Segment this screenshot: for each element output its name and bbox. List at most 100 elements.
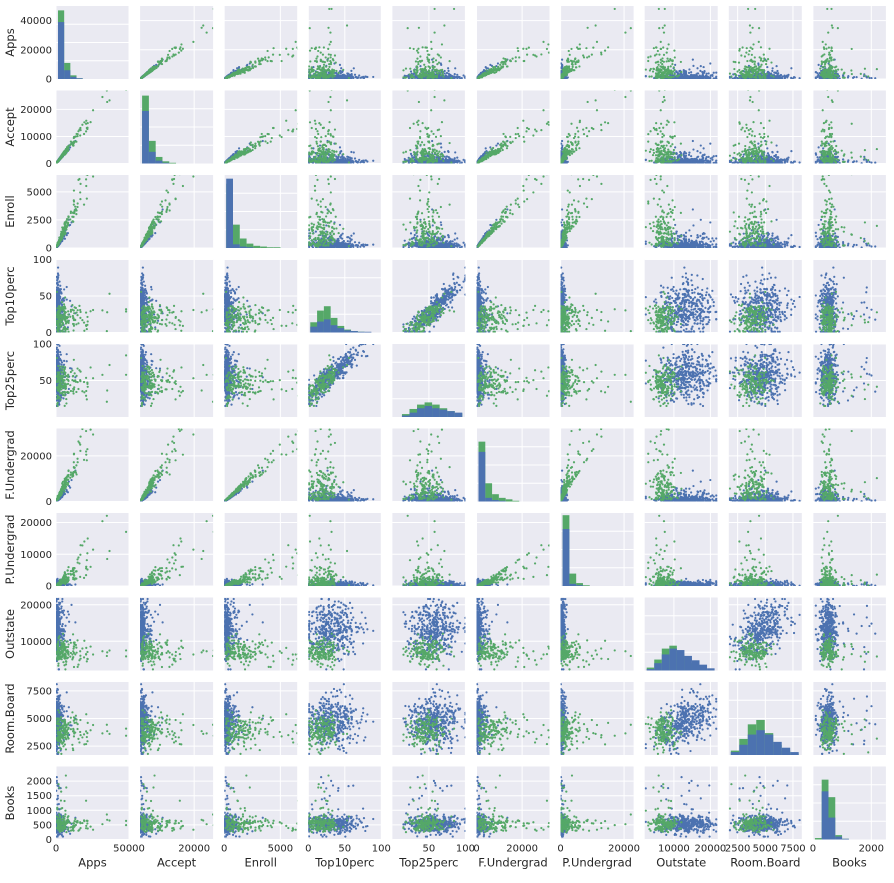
scatter-point bbox=[295, 41, 297, 43]
scatter-point bbox=[168, 50, 170, 52]
scatter-point bbox=[266, 50, 268, 52]
scatter-point bbox=[666, 48, 668, 50]
scatter-point bbox=[427, 58, 429, 60]
scatter-point bbox=[426, 74, 428, 76]
scatter-point bbox=[402, 69, 404, 71]
scatter-point bbox=[504, 58, 506, 60]
scatter-point bbox=[353, 67, 355, 69]
y-tick-label: 0 bbox=[46, 75, 52, 86]
panel-apps-vs-outstate bbox=[645, 6, 718, 80]
scatter-point bbox=[645, 75, 647, 77]
scatter-point bbox=[500, 66, 502, 68]
scatter-point bbox=[248, 66, 250, 68]
scatter-point bbox=[664, 24, 666, 26]
scatter-point bbox=[574, 63, 576, 65]
scatter-point bbox=[688, 68, 690, 70]
scatter-point bbox=[690, 77, 692, 79]
scatter-point bbox=[776, 70, 778, 72]
scatter-point bbox=[708, 72, 710, 74]
scatter-point bbox=[319, 69, 321, 71]
scatter-point bbox=[409, 47, 411, 49]
scatter-point bbox=[321, 61, 323, 63]
scatter-point bbox=[666, 52, 668, 54]
scatter-point bbox=[526, 53, 528, 55]
scatter-point bbox=[327, 57, 329, 59]
scatter-point bbox=[287, 53, 289, 55]
scatter-point bbox=[201, 27, 203, 29]
scatter-point bbox=[328, 63, 330, 65]
scatter-point bbox=[444, 72, 446, 74]
scatter-point bbox=[703, 72, 705, 74]
panel-apps-vs-books bbox=[813, 6, 886, 80]
panel-background bbox=[224, 6, 297, 79]
scatter-point bbox=[648, 76, 650, 78]
scatter-point bbox=[655, 76, 657, 78]
panel-apps-vs-p-undergrad bbox=[560, 6, 659, 80]
scatter-point bbox=[674, 73, 676, 75]
scatter-point bbox=[419, 65, 421, 67]
scatter-point bbox=[495, 69, 497, 71]
scatter-point bbox=[433, 8, 435, 10]
scatter-point bbox=[756, 68, 758, 70]
scatter-point bbox=[424, 78, 426, 80]
scatter-point bbox=[279, 54, 281, 56]
scatter-point bbox=[453, 8, 455, 10]
scatter-point bbox=[142, 75, 144, 77]
scatter-point bbox=[750, 59, 752, 61]
scatter-point bbox=[340, 67, 342, 69]
scatter-point bbox=[673, 66, 675, 68]
scatter-point bbox=[522, 48, 524, 50]
scatter-point bbox=[737, 78, 739, 80]
scatter-point bbox=[659, 71, 661, 73]
scatter-point bbox=[350, 70, 352, 72]
scatter-point bbox=[770, 61, 772, 63]
scatter-point bbox=[325, 56, 327, 58]
scatter-point bbox=[658, 53, 660, 55]
scatter-point bbox=[357, 77, 359, 79]
scatter-point bbox=[768, 48, 770, 50]
scatter-point bbox=[292, 48, 294, 50]
scatter-point bbox=[694, 76, 696, 78]
scatter-point bbox=[715, 71, 717, 73]
scatter-point bbox=[257, 58, 259, 60]
hist-bar-blue bbox=[58, 22, 64, 79]
scatter-point bbox=[674, 56, 676, 58]
scatter-point bbox=[490, 68, 492, 70]
scatter-point bbox=[754, 63, 756, 65]
scatter-point bbox=[456, 74, 458, 76]
scatter-point bbox=[746, 60, 748, 62]
scatter-point bbox=[310, 76, 312, 78]
scatter-point bbox=[352, 77, 354, 79]
scatter-point bbox=[525, 48, 527, 50]
scatter-point bbox=[758, 75, 760, 77]
scatter-point bbox=[663, 54, 665, 56]
scatter-point bbox=[484, 72, 486, 74]
scatter-point bbox=[328, 8, 330, 10]
scatter-point bbox=[752, 67, 754, 69]
scatter-point bbox=[427, 53, 429, 55]
scatter-point bbox=[449, 60, 451, 62]
scatter-point bbox=[166, 58, 168, 60]
scatter-point bbox=[748, 72, 750, 74]
scatter-point bbox=[250, 61, 252, 63]
scatter-point bbox=[429, 75, 431, 77]
scatter-point bbox=[272, 53, 274, 55]
scatter-point bbox=[579, 43, 581, 45]
scatter-point bbox=[300, 50, 302, 52]
scatter-point bbox=[308, 75, 310, 77]
scatter-point bbox=[748, 76, 750, 78]
scatter-point bbox=[339, 70, 341, 72]
scatter-point bbox=[441, 43, 443, 45]
scatter-point bbox=[417, 48, 419, 50]
scatter-point bbox=[499, 64, 501, 66]
scatter-point bbox=[647, 60, 649, 62]
scatter-point bbox=[325, 70, 327, 72]
scatter-point bbox=[423, 64, 425, 66]
scatter-point bbox=[433, 31, 435, 33]
scatter-point bbox=[645, 68, 647, 70]
scatter-point bbox=[153, 68, 155, 70]
scatter-point bbox=[773, 76, 775, 78]
scatter-point bbox=[220, 8, 222, 10]
scatter-point bbox=[561, 65, 563, 67]
